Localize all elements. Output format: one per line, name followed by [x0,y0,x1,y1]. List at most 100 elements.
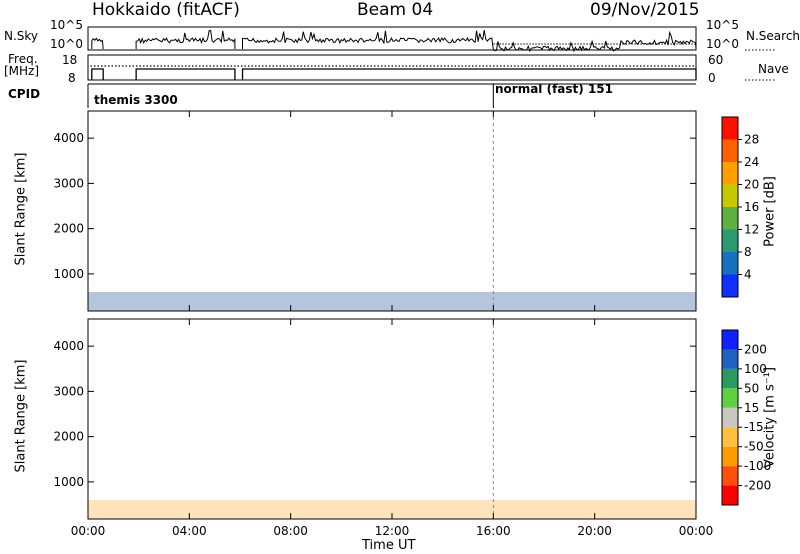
power-panel: 1000 2000 3000 4000 [53,110,697,312]
station-title: Hokkaido (fitACF) [92,0,240,20]
velocity-region-8 [620,436,691,496]
nsky-trace [91,29,697,53]
power-cb-tick-label-1: 8 [744,245,752,259]
power-colorbar-label: Power [dB] [762,176,778,247]
velocity-region-4 [316,441,468,464]
velocity-region-7 [488,418,557,437]
power-region-0 [90,215,101,288]
status-panels [87,26,775,108]
power-cb-swatch-7 [722,117,738,140]
nsky-label: N.Sky [4,29,39,43]
velocity-cb-tick-label-0: -200 [744,479,771,493]
velocity-xtick-label-2: 08:00 [273,524,308,538]
velocity-cb-tick-label-6: 100 [744,362,767,376]
nave-tick-top: 60 [708,53,724,67]
power-colorbar: 4 8 12 16 20 24 28 [721,116,759,298]
date-title: 09/Nov/2015 [590,0,700,20]
velocity-cb-tick-label-2: -50 [744,440,764,454]
power-cb-swatch-0 [722,274,738,297]
velocity-xtick-label-1: 04:00 [172,524,207,538]
velocity-panel: 1000 2000 3000 4000 00:00 04:00 08:00 12:00 16:0… [53,318,714,538]
power-ground-band [88,291,696,311]
power-cb-tick-label-5: 24 [744,155,759,169]
nsky-tick-bottom: 10^0 [50,37,83,51]
freq-label: Freq. [8,52,38,66]
time-xlabel: Time UT [362,538,416,553]
velocity-cb-swatch-0 [722,485,738,505]
power-cb-tick-label-2: 12 [744,223,759,237]
power-ytick-label-2: 3000 [53,176,84,190]
power-region-8 [620,228,691,288]
beam-title: Beam 04 [357,0,434,20]
freq-tick-bottom: 8 [68,71,76,85]
freq-frame [87,54,697,81]
velocity-cb-tick-label-7: 200 [744,342,767,356]
nsky-tick-top: 10^5 [50,18,83,32]
power-region-7 [437,210,557,229]
velocity-cb-swatch-1 [722,466,738,486]
velocity-region-1 [133,414,235,496]
velocity-cb-swatch-7 [722,349,738,369]
velocity-xtick-label-3: 12:00 [375,524,410,538]
velocity-cb-tick-label-1: -100 [744,459,771,473]
nsearch-label: N.Search [746,29,800,43]
power-cb-tick-label-4: 20 [744,178,759,192]
velocity-xtick-label-4: 16:00 [476,524,511,538]
velocity-region-6 [437,418,489,433]
power-cb-swatch-4 [722,184,738,207]
velocity-ground-band [88,499,696,519]
nave-tick-bottom: 0 [708,71,716,85]
legend-dots [745,49,775,81]
nave-label: Nave [758,62,789,76]
nsearch-tick-top: 10^5 [706,18,739,32]
velocity-cb-swatch-3 [722,427,738,447]
velocity-scatter [90,373,691,496]
velocity-region-5 [328,468,430,487]
velocity-cb-tick-label-5: 50 [744,381,759,395]
velocity-cb-swatch-4 [722,407,738,428]
velocity-ytick-label-0: 1000 [53,475,84,489]
power-cb-tick-label-3: 16 [744,200,759,214]
velocity-cb-tick-label-3: -15 [744,420,764,434]
velocity-ytick-label-3: 4000 [53,339,84,353]
power-cb-tick-label-0: 4 [744,268,752,282]
power-ytick-label-3: 4000 [53,131,84,145]
power-cb-swatch-3 [722,207,738,230]
velocity-cb-swatch-2 [722,446,738,467]
cpid-mode-normal: normal (fast) 151 [495,82,613,96]
power-ytick-label-0: 1000 [53,267,84,281]
power-cb-swatch-6 [722,139,738,162]
power-cb-tick-label-6: 28 [744,133,759,147]
velocity-cb-swatch-5 [722,388,738,408]
power-ylabel: Slant Range [km] [13,152,29,266]
velocity-ylabel: Slant Range [km] [13,359,29,473]
power-cb-swatch-5 [722,162,738,185]
power-region-6 [366,255,443,274]
velocity-region-0 [90,423,101,496]
velocity-xtick-label-5: 20:00 [577,524,612,538]
velocity-cb-swatch-6 [722,368,738,389]
velocity-region-3 [265,373,296,392]
velocity-xtick-label-0: 00:00 [71,524,106,538]
nsearch-tick-bottom: 10^0 [706,37,739,51]
velocity-ytick-label-2: 3000 [53,384,84,398]
cpid-label: CPID [8,87,41,101]
power-ytick-label-1: 2000 [53,222,84,236]
power-cb-swatch-2 [722,229,738,252]
power-cb-swatch-1 [722,252,738,275]
power-region-2 [133,206,235,247]
velocity-xtick-label-6: 00:00 [679,524,714,538]
velocity-cb-swatch-8 [722,330,738,350]
velocity-colorbar-label: Velocity [m s⁻¹] [762,367,778,468]
freq-tick-top: 18 [62,53,78,67]
power-region-3 [242,196,281,288]
freq-trace [91,68,697,80]
nsky-frame [87,26,697,51]
power-region-4 [280,210,316,270]
velocity-colorbar: -200 -100 -50 -15 15 50 100 200 [721,329,771,506]
freq-unit: [MHz] [4,64,40,78]
velocity-region-2 [242,404,291,496]
velocity-cb-tick-label-4: 15 [744,401,759,415]
cpid-mode-themis: themis 3300 [94,93,178,107]
